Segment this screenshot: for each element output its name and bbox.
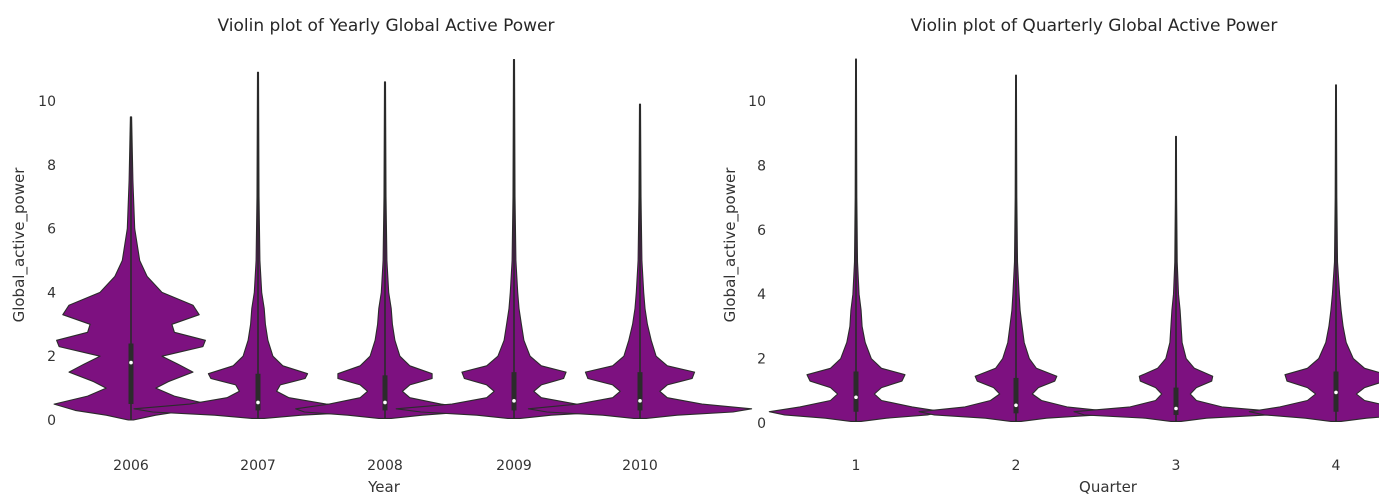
x-axis-label-yearly: Year <box>367 478 401 496</box>
x-axis-label-quarterly: Quarter <box>1079 478 1138 496</box>
y-tick-label-yearly: 2 <box>47 349 56 365</box>
x-tick-label-quarterly: 1 <box>852 458 861 474</box>
violin-median-yearly <box>256 400 260 405</box>
y-tick-label-yearly: 10 <box>38 94 56 110</box>
y-tick-label-quarterly: 10 <box>748 94 766 110</box>
chart-title-quarterly: Violin plot of Quarterly Global Active P… <box>911 16 1278 36</box>
violin-median-quarterly <box>1334 390 1338 395</box>
violin-median-quarterly <box>1174 406 1178 411</box>
y-axis-label-quarterly: Global_active_power <box>721 167 740 323</box>
y-axis-label-yearly: Global_active_power <box>10 167 29 323</box>
violin-median-quarterly <box>1014 403 1018 408</box>
x-tick-label-yearly: 2006 <box>113 458 149 474</box>
y-tick-label-quarterly: 8 <box>757 158 766 174</box>
y-tick-label-quarterly: 4 <box>757 287 766 303</box>
y-tick-label-quarterly: 0 <box>757 416 766 432</box>
violin-median-yearly <box>638 399 642 403</box>
y-tick-label-quarterly: 2 <box>757 352 766 368</box>
y-tick-label-yearly: 4 <box>47 285 56 301</box>
x-tick-label-yearly: 2008 <box>367 458 403 474</box>
y-tick-label-yearly: 8 <box>47 158 56 174</box>
violin-median-yearly <box>383 400 387 405</box>
chart-title-yearly: Violin plot of Yearly Global Active Powe… <box>218 16 555 36</box>
y-tick-label-yearly: 0 <box>47 413 56 429</box>
violin-median-yearly <box>129 360 133 365</box>
x-tick-label-quarterly: 2 <box>1012 458 1021 474</box>
x-tick-label-yearly: 2010 <box>622 458 658 474</box>
x-tick-label-yearly: 2007 <box>240 458 276 474</box>
y-tick-label-yearly: 6 <box>47 222 56 238</box>
violin-body-quarterly <box>1248 84 1379 422</box>
x-tick-label-yearly: 2009 <box>496 458 532 474</box>
x-tick-label-quarterly: 4 <box>1332 458 1341 474</box>
violin-median-yearly <box>512 399 516 403</box>
y-tick-label-quarterly: 6 <box>757 223 766 239</box>
violin-median-quarterly <box>854 395 858 400</box>
x-tick-label-quarterly: 3 <box>1172 458 1181 474</box>
